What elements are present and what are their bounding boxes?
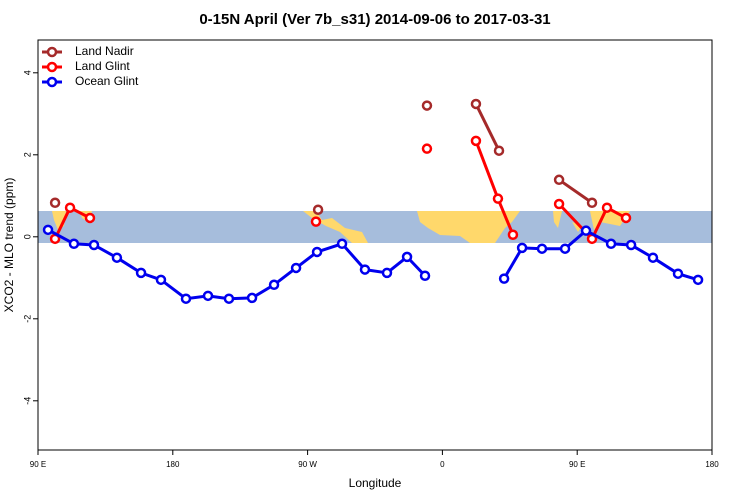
legend-label: Ocean Glint (75, 74, 139, 88)
point (223, 293, 235, 304)
point (498, 273, 510, 284)
x-axis-label: Longitude (349, 476, 402, 490)
legend-label: Land Glint (75, 59, 130, 73)
point (359, 264, 371, 275)
y-axis-label: XCO2 - MLO trend (ppm) (2, 178, 16, 313)
point (268, 279, 280, 291)
point (586, 197, 598, 209)
point (381, 267, 393, 279)
point (605, 238, 617, 250)
x-tick-label: 90 W (298, 460, 317, 469)
point (647, 252, 659, 263)
series-line (474, 103, 593, 205)
point (310, 216, 322, 227)
plot-frame (37, 39, 713, 451)
point (419, 270, 431, 281)
y-tick-label: 2 (22, 152, 32, 157)
point (559, 243, 571, 254)
map-band (38, 211, 712, 243)
y-tick-label: 4 (22, 70, 32, 75)
point (311, 246, 323, 258)
y-tick-label: 0 (22, 234, 32, 239)
point (553, 174, 565, 186)
legend-marker (46, 61, 58, 73)
point (135, 267, 147, 279)
point (493, 145, 505, 156)
point (155, 274, 167, 286)
point (580, 225, 592, 236)
point (180, 293, 192, 304)
x-tick-label: 90 E (30, 460, 46, 469)
x-tick-label: 90 E (569, 460, 585, 469)
point (620, 212, 632, 224)
point (111, 252, 123, 263)
land (417, 211, 520, 243)
point (401, 251, 413, 263)
legend-marker (46, 46, 58, 58)
legend-marker (46, 76, 58, 88)
legend-label: Land Nadir (75, 44, 134, 58)
chart-title: 0-15N April (Ver 7b_s31) 2014-09-06 to 2… (199, 11, 550, 28)
point (312, 204, 324, 215)
point (64, 202, 76, 213)
point (421, 100, 433, 111)
point (421, 143, 433, 154)
point (492, 193, 504, 204)
point (42, 224, 54, 236)
x-tick-label: 0 (440, 460, 445, 469)
x-tick-label: 180 (166, 460, 180, 469)
point (470, 98, 482, 110)
point (672, 268, 684, 279)
point (692, 274, 704, 286)
point (290, 262, 302, 274)
point (88, 239, 100, 251)
point (246, 292, 258, 304)
point (507, 229, 519, 240)
point (516, 242, 528, 254)
point (625, 239, 637, 251)
point (536, 243, 548, 254)
point (84, 212, 96, 224)
y-tick-label: -4 (22, 397, 32, 405)
x-tick-label: 180 (705, 460, 719, 469)
point (49, 197, 61, 209)
y-tick-label: -2 (22, 315, 32, 323)
point (336, 238, 348, 250)
land (553, 211, 630, 232)
point (601, 202, 613, 213)
point (470, 135, 482, 147)
point (68, 238, 80, 250)
point (202, 290, 214, 302)
point (553, 198, 565, 210)
